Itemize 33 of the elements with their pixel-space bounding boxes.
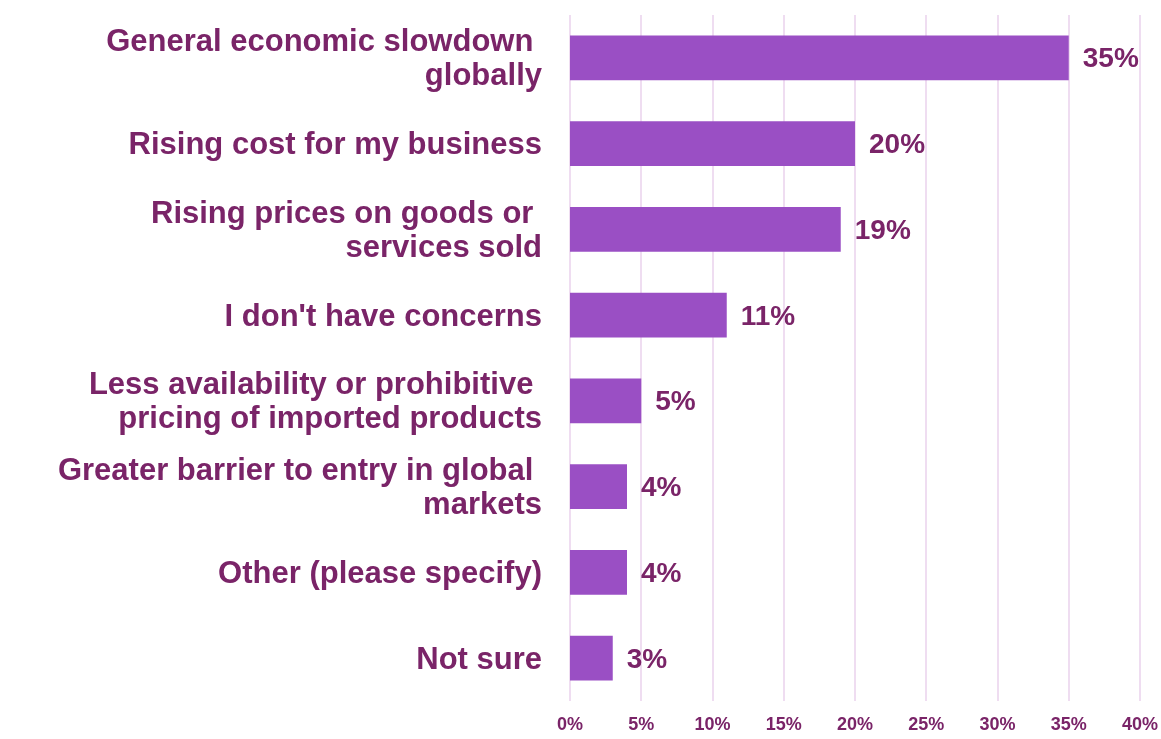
data-label: 4% bbox=[641, 556, 682, 588]
bar bbox=[570, 207, 841, 252]
data-label: 35% bbox=[1082, 42, 1139, 74]
bar bbox=[570, 464, 627, 509]
y-tick-label: Less availability or prohibitive pricing of imported products bbox=[88, 366, 542, 436]
x-tick-label: 0% bbox=[556, 714, 584, 734]
x-tick-label: 5% bbox=[628, 714, 655, 734]
bar bbox=[570, 121, 855, 166]
data-label: 5% bbox=[655, 385, 696, 417]
data-label: 20% bbox=[868, 128, 926, 160]
y-tick-label: Other (please specify) bbox=[218, 554, 542, 590]
data-label: 19% bbox=[854, 213, 911, 245]
x-tick-label: 40% bbox=[1121, 714, 1158, 734]
y-tick-label: Greater barrier to entry in global markets bbox=[57, 452, 542, 522]
y-tick-label: General economic slowdown globally bbox=[106, 23, 543, 93]
bar bbox=[570, 550, 627, 595]
x-tick-label: 20% bbox=[836, 714, 874, 734]
bar bbox=[570, 292, 727, 338]
y-tick-label: Rising cost for my business bbox=[128, 126, 542, 162]
x-tick-label: 30% bbox=[979, 714, 1016, 734]
x-tick-label: 35% bbox=[1050, 714, 1087, 734]
bar bbox=[570, 35, 1069, 81]
y-tick-label: Rising prices on goods or services sold bbox=[151, 194, 542, 264]
data-label: 11% bbox=[740, 299, 796, 331]
bar bbox=[570, 378, 642, 424]
x-tick-label: 10% bbox=[694, 714, 731, 734]
x-tick-label: 15% bbox=[765, 714, 802, 734]
y-tick-label: Not sure bbox=[416, 640, 542, 676]
x-tick-label: 25% bbox=[908, 714, 945, 734]
data-label: 4% bbox=[641, 471, 682, 503]
y-tick-label: I don't have concerns bbox=[224, 297, 542, 333]
bar bbox=[570, 635, 613, 681]
data-label: 3% bbox=[626, 642, 668, 674]
